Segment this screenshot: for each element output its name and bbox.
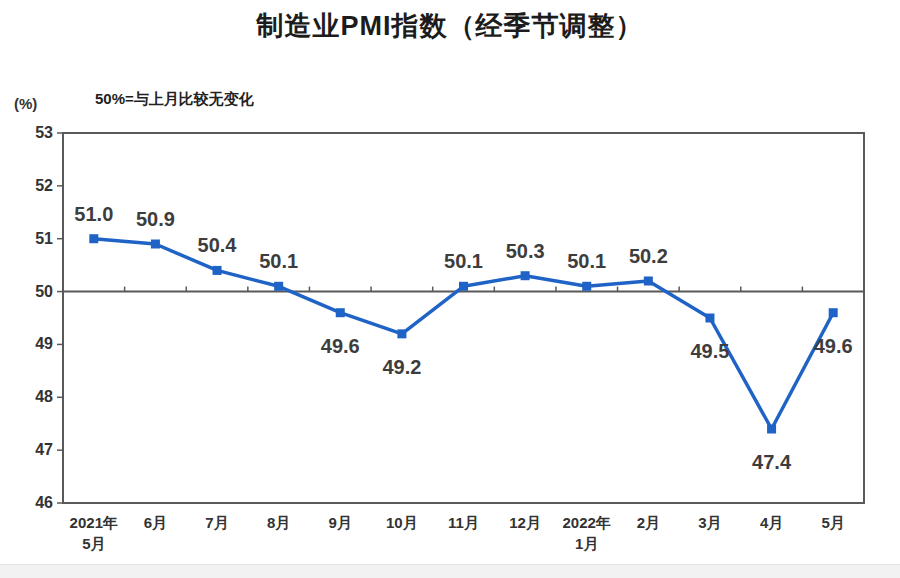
pmi-chart-page: 制造业PMI指数（经季节调整） (%) 50%=与上月比较无变化 4647484… <box>0 0 900 578</box>
data-label: 50.2 <box>629 245 668 267</box>
data-label: 50.1 <box>444 250 483 272</box>
x-axis-label: 6月 <box>144 514 167 531</box>
data-label: 50.9 <box>136 208 175 230</box>
x-axis-label: 5月 <box>82 535 105 552</box>
data-point-marker <box>521 271 530 280</box>
data-label: 49.2 <box>382 356 421 378</box>
data-point-marker <box>336 308 345 317</box>
x-axis-label: 2021年 <box>70 514 118 531</box>
y-axis-label: 47 <box>35 441 53 458</box>
y-axis-label: 51 <box>35 230 53 247</box>
data-label: 49.6 <box>321 335 360 357</box>
data-label: 50.3 <box>506 240 545 262</box>
data-point-marker <box>829 308 838 317</box>
y-axis-label: 53 <box>35 124 53 141</box>
y-axis-label: 50 <box>35 283 53 300</box>
x-axis-label: 2022年 <box>563 514 611 531</box>
data-label: 50.1 <box>567 250 606 272</box>
data-label: 50.4 <box>198 234 238 256</box>
y-axis-label: 52 <box>35 177 53 194</box>
plot-border <box>63 133 864 503</box>
data-label: 51.0 <box>74 203 113 225</box>
data-point-marker <box>582 282 591 291</box>
data-point-marker <box>705 314 714 323</box>
data-point-marker <box>459 282 468 291</box>
x-axis-label: 1月 <box>575 535 598 552</box>
y-axis-label: 49 <box>35 335 53 352</box>
data-point-marker <box>213 266 222 275</box>
y-axis-label: 46 <box>35 494 53 511</box>
x-axis-label: 2月 <box>637 514 660 531</box>
x-axis-label: 10月 <box>386 514 418 531</box>
data-label: 49.6 <box>814 335 853 357</box>
x-axis-label: 7月 <box>205 514 228 531</box>
x-axis-label: 12月 <box>509 514 541 531</box>
x-axis-label: 11月 <box>448 514 479 531</box>
y-axis-label: 48 <box>35 388 53 405</box>
data-label: 49.5 <box>690 340 729 362</box>
x-axis-label: 4月 <box>760 514 783 531</box>
data-label: 47.4 <box>752 451 792 473</box>
data-point-marker <box>644 277 653 286</box>
x-axis-label: 3月 <box>698 514 721 531</box>
data-point-marker <box>151 240 160 249</box>
pmi-line-chart: 46 47 48 49 50 51 52 53 2021年 5月 6月 7月 8月 9月 10月 11月 12月… <box>0 0 900 578</box>
data-point-marker <box>89 234 98 243</box>
data-point-marker <box>274 282 283 291</box>
data-point-marker <box>767 425 776 434</box>
x-axis-label: 5月 <box>822 514 845 531</box>
data-label: 50.1 <box>259 250 298 272</box>
x-axis-label: 8月 <box>267 514 290 531</box>
bottom-page-strip <box>0 564 900 578</box>
x-axis-label: 9月 <box>329 514 352 531</box>
data-point-marker <box>397 329 406 338</box>
